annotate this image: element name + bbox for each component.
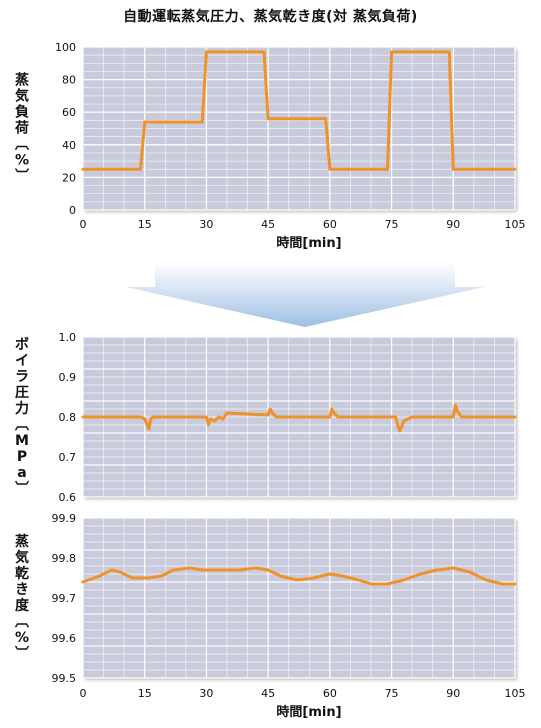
x-tick-label: 15 <box>138 687 152 700</box>
chart-panel-3: 99.5 99.6 99.7 99.8 99.9 0 15 30 45 60 75 90 105 時間[m… <box>14 512 526 720</box>
x-tick-label: 30 <box>199 218 213 231</box>
y-tick-label: 99.5 <box>52 672 77 685</box>
y-tick-label: 40 <box>62 139 76 152</box>
y-tick-label: 0.9 <box>59 371 77 384</box>
y-tick-label: 99.7 <box>52 592 77 605</box>
x-tick-label: 75 <box>385 218 399 231</box>
x-tick-label: 15 <box>138 218 152 231</box>
y-tick-label: 99.6 <box>52 632 77 645</box>
x-tick-label: 90 <box>446 687 460 700</box>
x-tick-label: 105 <box>505 687 526 700</box>
y-tick-label: 20 <box>62 171 76 184</box>
x-tick-label: 0 <box>80 218 87 231</box>
x-tick-label: 90 <box>446 218 460 231</box>
y-tick-label: 0.8 <box>59 411 77 424</box>
x-axis-label: 時間[min] <box>276 704 341 720</box>
x-axis-label: 時間[min] <box>276 235 341 251</box>
y-tick-label: 99.8 <box>52 552 77 565</box>
y-tick-label: 0 <box>69 204 76 217</box>
x-tick-label: 45 <box>261 218 275 231</box>
x-tick-label: 60 <box>323 687 337 700</box>
chart-panel-1: 0 20 40 60 80 100 0 15 30 45 60 75 90 105 時間[min] 蒸気負荷︹… <box>14 41 526 251</box>
x-tick-label: 60 <box>323 218 337 231</box>
x-tick-label: 0 <box>80 687 87 700</box>
y-tick-label: 100 <box>55 41 76 54</box>
y-tick-label: 1.0 <box>59 331 77 344</box>
y-tick-label: 60 <box>62 106 76 119</box>
x-tick-label: 75 <box>385 687 399 700</box>
down-arrow-icon <box>126 262 484 327</box>
y-tick-label: 80 <box>62 74 76 87</box>
x-tick-label: 105 <box>505 218 526 231</box>
y-tick-label: 0.6 <box>59 491 77 504</box>
x-tick-label: 30 <box>199 687 213 700</box>
y-tick-label: 0.7 <box>59 451 77 464</box>
y-axis-label: 蒸気負荷︹% ︺ <box>14 72 30 185</box>
x-tick-label: 45 <box>261 687 275 700</box>
y-axis-label: 蒸気乾き度︹% ︺ <box>14 533 30 662</box>
y-tick-label: 99.9 <box>52 512 77 525</box>
